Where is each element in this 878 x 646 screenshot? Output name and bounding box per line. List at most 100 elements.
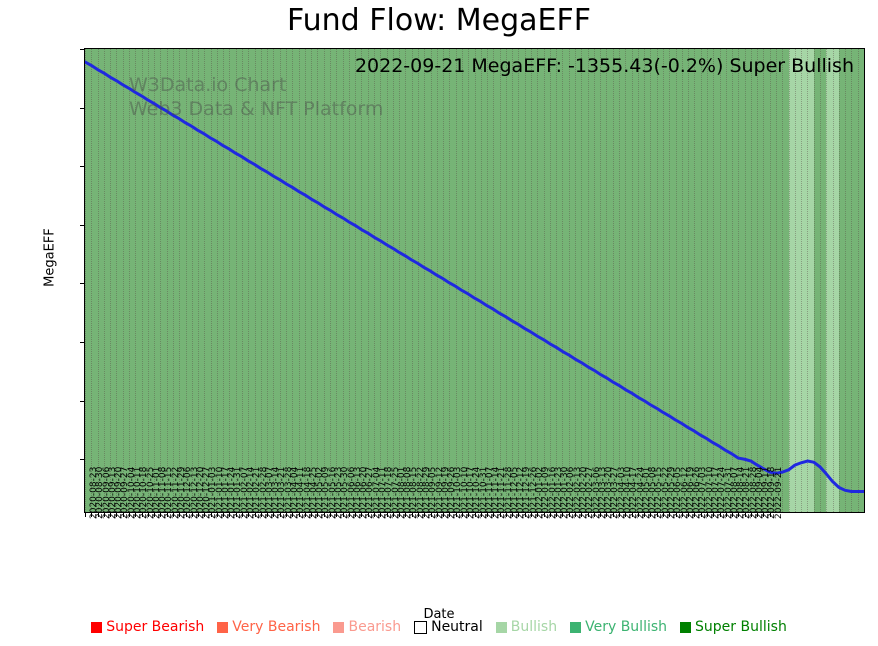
gridline [864,49,865,512]
x-tick-mark [141,513,143,517]
x-tick-mark [160,513,162,517]
legend-item[interactable]: Bullish [495,620,557,634]
x-tick-mark [91,513,93,517]
gridline [631,49,634,512]
legend-item[interactable]: Bearish [333,620,401,634]
y-tick-mark [80,400,84,402]
gridline [348,49,351,512]
gridline [832,49,835,512]
x-tick-mark [474,513,476,517]
x-tick-mark [549,513,551,517]
gridline [644,49,646,512]
legend-item[interactable]: Super Bullish [680,620,787,634]
legend-item[interactable]: Neutral [414,620,483,634]
x-tick-mark [631,513,633,517]
x-tick-mark [662,513,664,517]
x-tick-mark [744,513,746,517]
gridline [493,49,495,512]
gridline [820,49,822,512]
gridline [279,49,282,512]
x-tick-mark [260,513,262,517]
series-line [85,49,864,512]
gridline [399,49,401,512]
x-tick-mark [191,513,193,517]
legend-item[interactable]: Very Bearish [217,620,320,634]
gridline [166,49,169,512]
gridline [487,49,489,512]
x-tick-mark [223,513,225,517]
gridline [531,49,533,512]
gridline [838,49,841,512]
x-tick-mark [732,513,734,517]
x-tick-mark [575,513,577,517]
x-tick-mark [675,513,677,517]
gridline [223,49,225,512]
x-tick-mark [505,513,507,517]
gridline [468,49,470,512]
gridline [474,49,477,512]
x-tick-mark [342,513,344,517]
x-tick-mark [650,513,652,517]
x-tick-mark [417,513,419,517]
gridline [298,49,301,512]
legend-item[interactable]: Very Bullish [570,620,667,634]
gridline [260,49,263,512]
gridline [311,49,313,512]
x-tick-mark [122,513,124,517]
gridline [248,49,250,512]
gridline [788,49,791,512]
gridline [204,49,206,512]
x-tick-mark [537,513,539,517]
gridline [97,49,100,512]
gridline [91,49,93,512]
gridline [537,49,539,512]
gridline [141,49,144,512]
gridline [706,49,709,512]
legend: Super Bearish Very Bearish Bearish Neutral B… [0,620,878,634]
x-tick-mark [110,513,112,517]
gridline [732,49,734,512]
x-tick-mark [367,513,369,517]
gridline [323,49,326,512]
x-tick-mark [455,513,457,517]
x-tick-mark [380,513,382,517]
gridline [461,49,464,512]
gridline [355,49,357,512]
x-tick-mark [330,513,331,517]
gridline [618,49,621,512]
legend-label: Very Bearish [232,619,321,635]
gridline [782,49,784,512]
gridline [612,49,615,512]
x-tick-mark [166,513,168,517]
x-tick-mark [593,513,595,517]
x-tick-mark [568,513,570,517]
x-tick-mark [399,513,401,517]
x-tick-mark [411,513,413,517]
x-tick-mark [637,513,639,517]
legend-item[interactable]: Super Bearish [91,620,204,634]
x-tick-mark [581,513,583,517]
gridline [273,49,275,512]
gridline [154,49,156,512]
gridline [185,49,188,512]
x-tick-mark [700,513,702,517]
legend-swatch-icon [414,620,428,634]
gridline [719,49,722,512]
y-tick-mark [80,459,84,461]
legend-swatch-icon [495,621,507,633]
x-tick-mark [273,513,275,517]
gridline [198,49,200,512]
x-tick-mark [531,513,533,517]
gridline [776,49,778,512]
gridline [600,49,602,512]
gridline [317,49,319,512]
x-tick-mark [373,513,375,517]
x-tick-mark [210,513,212,517]
gridline [543,49,546,512]
x-tick-mark [304,513,306,517]
x-tick-mark [348,513,350,517]
x-tick-mark [248,513,250,517]
gridline [725,49,728,512]
x-tick-mark [179,513,181,517]
